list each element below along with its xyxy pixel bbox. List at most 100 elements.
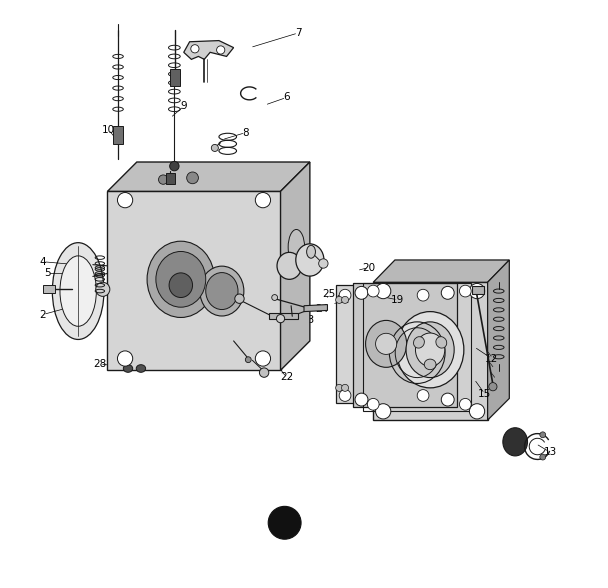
Circle shape	[319, 259, 328, 268]
Ellipse shape	[413, 337, 424, 348]
Circle shape	[540, 432, 546, 437]
Text: 6: 6	[283, 92, 290, 102]
Ellipse shape	[206, 273, 238, 309]
Circle shape	[336, 296, 343, 303]
Text: 3: 3	[266, 233, 272, 243]
Text: 12: 12	[485, 353, 499, 363]
Circle shape	[255, 192, 271, 208]
Ellipse shape	[136, 365, 145, 372]
Ellipse shape	[503, 427, 528, 456]
Text: 25: 25	[323, 289, 336, 299]
Circle shape	[246, 357, 251, 363]
Ellipse shape	[52, 243, 104, 339]
Circle shape	[117, 351, 133, 366]
Circle shape	[170, 162, 179, 171]
Circle shape	[367, 285, 379, 297]
Circle shape	[376, 333, 396, 355]
Bar	[170, 69, 179, 86]
Ellipse shape	[365, 320, 407, 368]
Circle shape	[355, 393, 368, 406]
Text: 22: 22	[280, 372, 293, 382]
Circle shape	[277, 315, 285, 323]
Bar	[336, 285, 431, 403]
Circle shape	[417, 390, 429, 402]
Ellipse shape	[156, 252, 206, 307]
Circle shape	[339, 289, 351, 301]
Text: 27: 27	[297, 248, 311, 258]
Polygon shape	[373, 260, 510, 282]
Circle shape	[417, 289, 429, 301]
Circle shape	[212, 145, 218, 152]
Circle shape	[540, 454, 546, 460]
Bar	[373, 282, 488, 420]
Text: 8: 8	[242, 128, 249, 138]
Text: 15: 15	[478, 389, 491, 399]
Polygon shape	[304, 305, 328, 312]
Circle shape	[216, 46, 225, 54]
Ellipse shape	[200, 266, 244, 316]
Ellipse shape	[123, 365, 133, 372]
Bar	[108, 191, 280, 370]
Text: 13: 13	[544, 447, 557, 457]
Text: 26: 26	[244, 362, 258, 372]
Polygon shape	[108, 162, 310, 191]
Circle shape	[460, 399, 471, 410]
Bar	[472, 286, 483, 294]
Text: 23: 23	[302, 315, 315, 325]
Circle shape	[376, 404, 391, 419]
Polygon shape	[269, 313, 298, 319]
Circle shape	[376, 283, 391, 299]
Ellipse shape	[147, 241, 215, 318]
Circle shape	[95, 282, 110, 296]
Circle shape	[489, 383, 497, 391]
Circle shape	[159, 175, 168, 184]
Text: 2: 2	[40, 309, 46, 319]
Text: 5: 5	[44, 269, 51, 279]
Polygon shape	[488, 260, 510, 420]
Ellipse shape	[406, 322, 454, 377]
Circle shape	[260, 368, 269, 377]
Circle shape	[191, 45, 199, 53]
Circle shape	[367, 399, 379, 410]
Text: 16: 16	[278, 525, 292, 535]
Bar	[43, 285, 55, 293]
Circle shape	[339, 390, 351, 402]
Circle shape	[235, 294, 244, 303]
Bar	[362, 283, 471, 412]
Ellipse shape	[277, 252, 302, 279]
Bar	[165, 173, 175, 183]
Circle shape	[117, 192, 133, 208]
Circle shape	[268, 506, 301, 539]
Text: 28: 28	[93, 359, 106, 369]
Ellipse shape	[436, 337, 447, 348]
Ellipse shape	[306, 245, 316, 258]
Text: 9: 9	[181, 101, 187, 111]
Ellipse shape	[288, 229, 305, 265]
Ellipse shape	[415, 333, 445, 366]
Circle shape	[187, 172, 198, 183]
Text: 10: 10	[102, 125, 116, 135]
Circle shape	[460, 285, 471, 297]
Circle shape	[342, 385, 348, 392]
Circle shape	[441, 393, 454, 406]
Bar	[113, 126, 123, 144]
Circle shape	[355, 286, 368, 299]
Ellipse shape	[169, 273, 193, 298]
Ellipse shape	[60, 256, 96, 326]
Text: 17: 17	[447, 336, 461, 346]
Polygon shape	[184, 41, 233, 59]
Text: 21: 21	[337, 295, 350, 305]
Circle shape	[272, 295, 278, 300]
Circle shape	[469, 404, 485, 419]
Text: 4: 4	[40, 257, 46, 267]
Circle shape	[342, 296, 348, 303]
Circle shape	[441, 286, 454, 299]
Bar	[353, 283, 457, 407]
Polygon shape	[280, 162, 310, 370]
Text: 11: 11	[177, 166, 190, 176]
Ellipse shape	[396, 312, 464, 388]
Text: 18: 18	[423, 318, 436, 328]
Ellipse shape	[295, 244, 324, 276]
Circle shape	[255, 351, 271, 366]
Text: 24: 24	[315, 303, 328, 313]
